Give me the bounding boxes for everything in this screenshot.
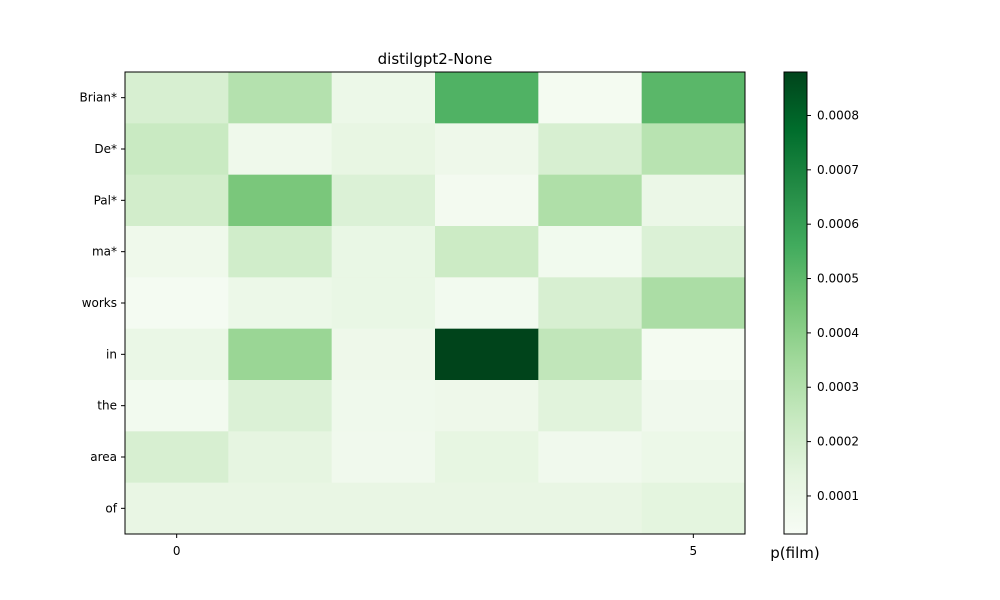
heatmap-cell: [641, 431, 746, 484]
heatmap-cell: [228, 277, 333, 330]
colorbar-tick-label: 0.0006: [817, 217, 859, 231]
heatmap-cell: [435, 174, 539, 227]
colorbar-tick-label: 0.0004: [817, 326, 859, 340]
chart-title: distilgpt2-None: [378, 50, 493, 68]
heatmap-cell: [331, 123, 436, 176]
heatmap-cell: [331, 277, 436, 330]
colorbar-label: p(film): [770, 544, 819, 562]
heatmap-cell: [538, 72, 643, 124]
heatmap-cell: [538, 431, 643, 484]
x-tick-label: 5: [690, 544, 698, 558]
heatmap-cell: [125, 123, 229, 176]
heatmap-cell: [641, 226, 746, 278]
y-tick-label: Brian*: [80, 91, 117, 105]
heatmap-cell: [331, 328, 436, 381]
heatmap-cell: [228, 328, 333, 381]
heatmap-cell: [641, 174, 746, 227]
heatmap-cell: [435, 226, 539, 278]
heatmap-cell: [125, 72, 229, 124]
heatmap-cell: [641, 482, 746, 535]
y-axis-ticks: Brian* De* Pal* ma* works in the area of: [80, 91, 125, 515]
heatmap-cell: [228, 431, 333, 484]
heatmap-cells: [125, 72, 746, 535]
y-tick-label: ma*: [92, 245, 117, 259]
heatmap-cell: [435, 328, 539, 381]
x-tick-label: 0: [173, 544, 181, 558]
y-tick-label: area: [90, 450, 117, 464]
heatmap-cell: [331, 72, 436, 124]
heatmap-cell: [228, 482, 333, 535]
colorbar-tick-label: 0.0007: [817, 163, 859, 177]
heatmap-cell: [125, 226, 229, 278]
heatmap-cell: [331, 380, 436, 432]
heatmap-cell: [435, 123, 539, 176]
heatmap-cell: [435, 277, 539, 330]
y-tick-label: De*: [94, 142, 117, 156]
heatmap-cell: [538, 482, 643, 535]
heatmap-cell: [641, 277, 746, 330]
y-tick-label: of: [105, 501, 117, 515]
heatmap-cell: [331, 174, 436, 227]
colorbar-ticks: 0.0001 0.0002 0.0003 0.0004 0.0005 0.0006 0.00…: [807, 108, 859, 503]
heatmap-cell: [641, 328, 746, 381]
heatmap-cell: [435, 72, 539, 124]
heatmap-cell: [538, 226, 643, 278]
heatmap-cell: [641, 123, 746, 176]
heatmap-cell: [228, 226, 333, 278]
heatmap-cell: [538, 123, 643, 176]
colorbar: [783, 71, 808, 535]
heatmap-cell: [538, 380, 643, 432]
heatmap-cell: [228, 123, 333, 176]
heatmap-cell: [435, 482, 539, 535]
heatmap-cell: [331, 482, 436, 535]
heatmap-cell: [228, 380, 333, 432]
heatmap-cell: [125, 380, 229, 432]
colorbar-tick-label: 0.0001: [817, 489, 859, 503]
colorbar-tick-label: 0.0002: [817, 435, 859, 449]
heatmap-cell: [228, 174, 333, 227]
colorbar-tick-label: 0.0003: [817, 380, 859, 394]
colorbar-tick-label: 0.0005: [817, 272, 859, 286]
heatmap-cell: [435, 431, 539, 484]
y-tick-label: Pal*: [94, 193, 117, 207]
colorbar-tick-label: 0.0008: [817, 108, 859, 122]
heatmap-cell: [125, 431, 229, 484]
y-tick-label: in: [106, 347, 117, 361]
heatmap-cell: [538, 277, 643, 330]
heatmap-cell: [125, 328, 229, 381]
heatmap-cell: [331, 226, 436, 278]
heatmap-cell: [125, 277, 229, 330]
heatmap-cell: [435, 380, 539, 432]
heatmap-cell: [641, 72, 746, 124]
heatmap-cell: [641, 380, 746, 432]
heatmap-cell: [125, 174, 229, 227]
heatmap-cell: [228, 72, 333, 124]
y-tick-label: the: [97, 399, 117, 413]
heatmap-cell: [125, 482, 229, 535]
y-tick-label: works: [82, 296, 117, 310]
heatmap-cell: [538, 328, 643, 381]
heatmap-cell: [538, 174, 643, 227]
heatmap-cell: [331, 431, 436, 484]
